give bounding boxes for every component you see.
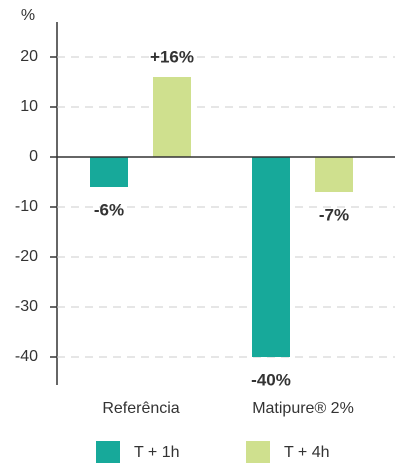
- legend-label: T + 4h: [284, 444, 330, 461]
- legend-swatch: [96, 441, 120, 463]
- legend-swatch: [246, 441, 270, 463]
- x-tick-label: Referência: [102, 400, 179, 417]
- value-label: +16%: [150, 47, 194, 66]
- y-tick-label: -10: [15, 198, 38, 215]
- y-tick-label: -30: [15, 298, 38, 315]
- legend-label: T + 1h: [134, 444, 180, 461]
- y-tick-label: -40: [15, 348, 38, 365]
- y-axis-label: %: [21, 7, 35, 24]
- bar: [252, 157, 290, 357]
- x-tick-label: Matipure® 2%: [252, 400, 354, 417]
- bar: [90, 157, 128, 187]
- y-tick-label: 10: [20, 98, 38, 115]
- value-label: -40%: [251, 370, 291, 389]
- y-tick-label: -20: [15, 248, 38, 265]
- value-label: -6%: [94, 200, 124, 219]
- value-label: -7%: [319, 205, 349, 224]
- bar: [153, 77, 191, 157]
- y-tick-label: 0: [29, 148, 38, 165]
- bar: [315, 157, 353, 192]
- y-tick-label: 20: [20, 48, 38, 65]
